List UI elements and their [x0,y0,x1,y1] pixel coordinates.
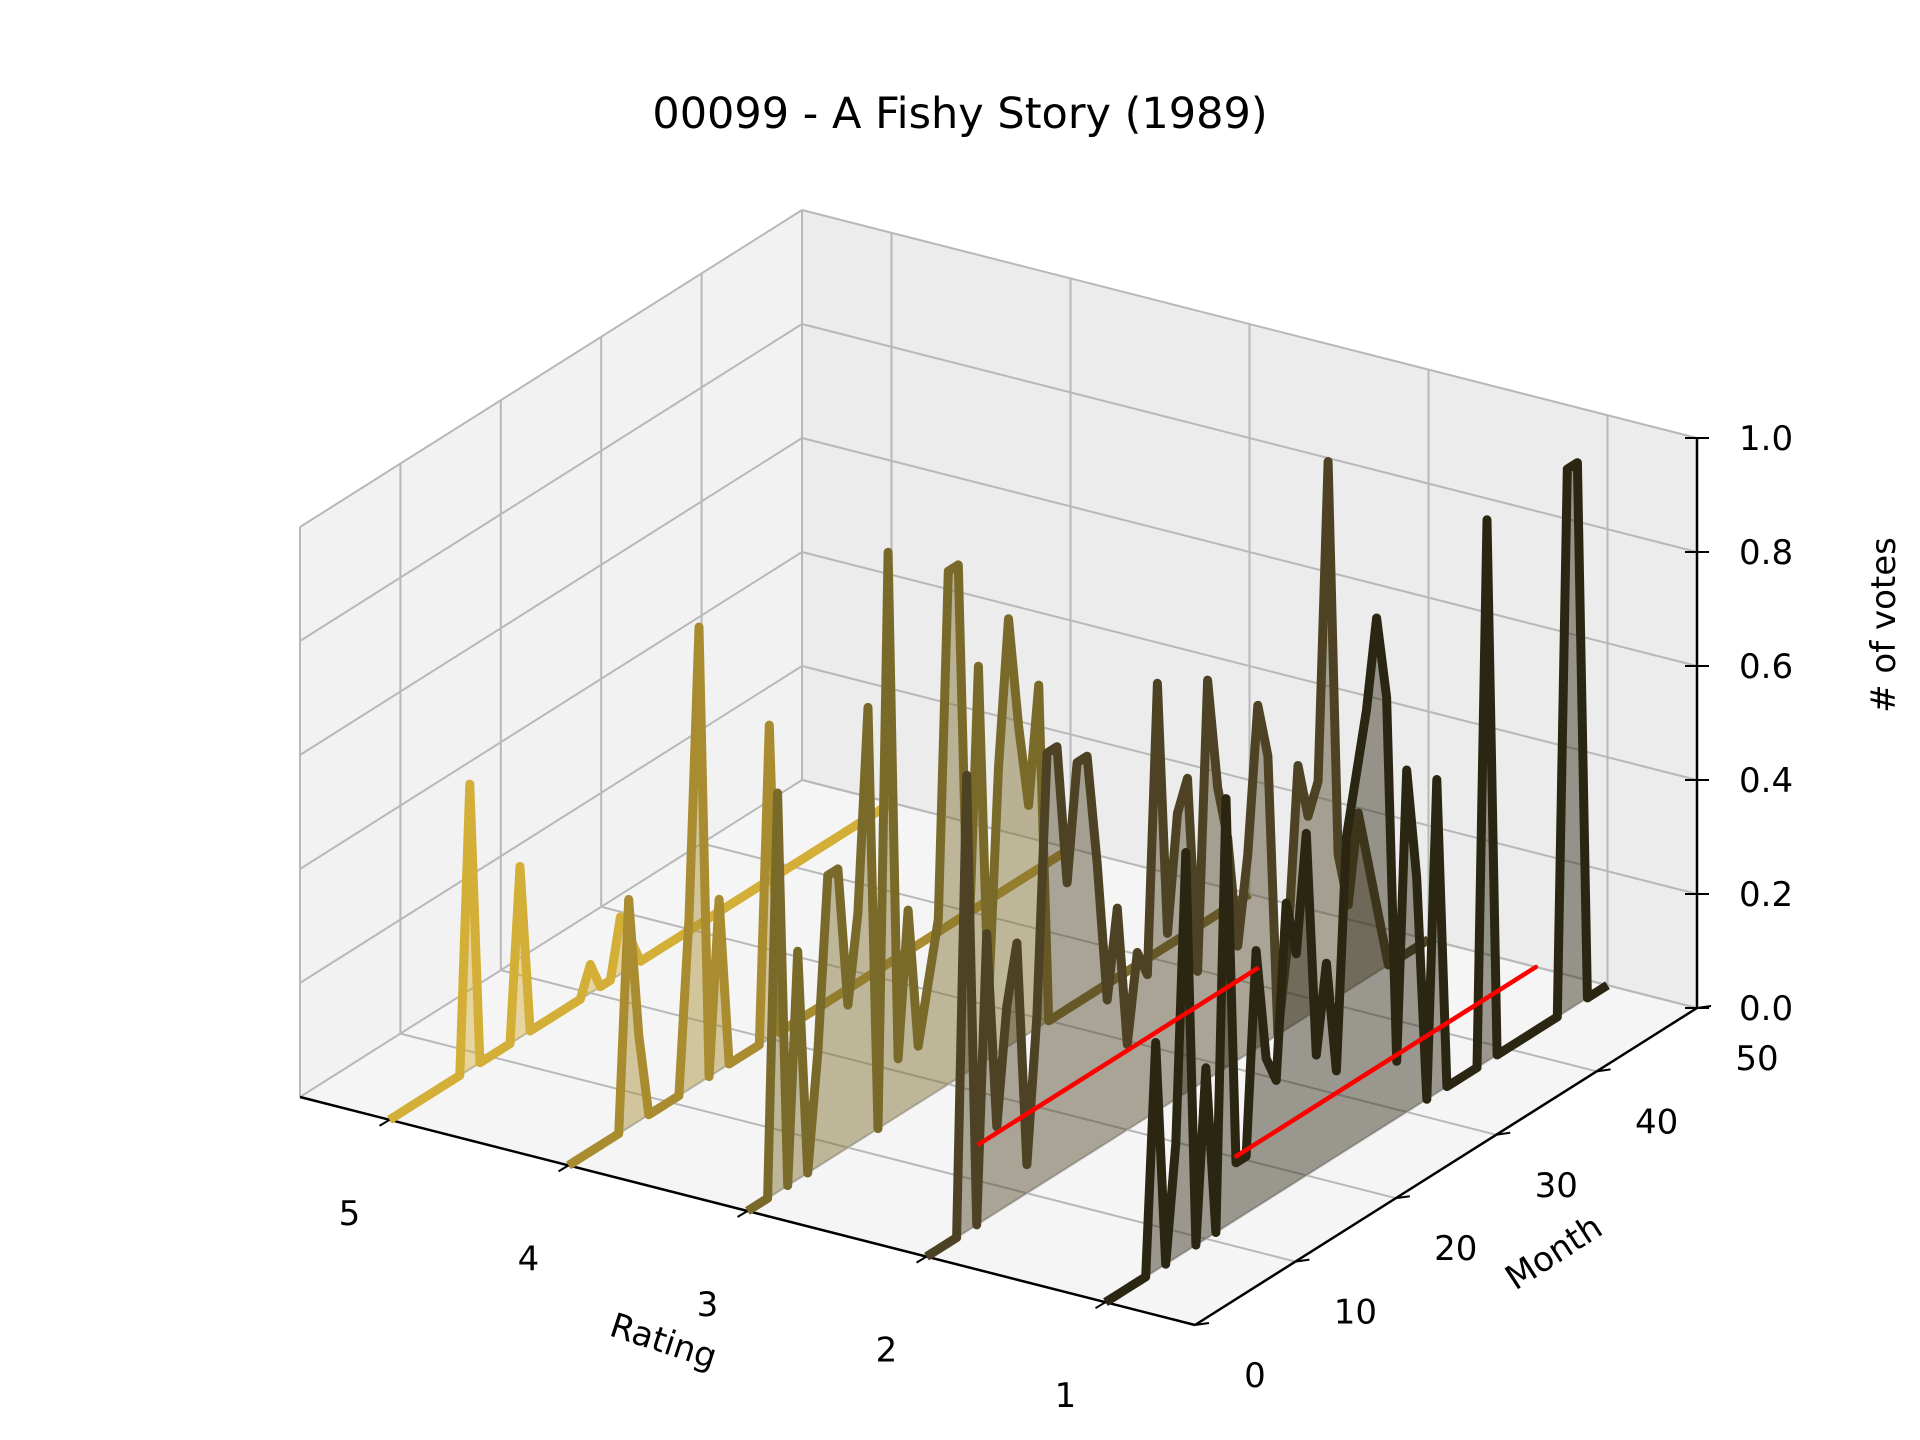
z-tick-label: 0.0 [1739,989,1793,1029]
red-trace-1 [976,965,1260,1147]
y-tick-mark [1496,1131,1511,1136]
x-tick-mark [736,1210,749,1218]
z-tick-label: 0.8 [1739,533,1793,573]
y-tick-label: 20 [1434,1229,1477,1269]
gridline-z-left [299,209,803,528]
red-trace-2 [1233,964,1539,1160]
gridline-z-back [801,323,1698,553]
y-tick-label: 40 [1635,1102,1678,1142]
gridline-z-left [299,323,803,642]
series-line-rating-3 [745,547,1252,1215]
y-tick-label: 50 [1735,1039,1778,1079]
z-tick-label: 0.2 [1739,875,1793,915]
series-rating-1 [1103,458,1610,1307]
x-tick-label: 2 [876,1331,898,1371]
series-rating-5 [387,779,894,1124]
z-tick-label: 0.6 [1739,647,1793,687]
z-tick-label: 1.0 [1739,419,1793,459]
y-tick-label: 30 [1535,1166,1578,1206]
z-tick-label: 0.4 [1739,761,1793,801]
gridline-z-left [299,779,803,1098]
chart-title: 00099 - A Fishy Story (1989) [652,89,1267,139]
y-axis-line [1194,1006,1698,1327]
y-tick-mark [1395,1195,1410,1200]
series-rating-3 [745,547,1252,1215]
y-tick-label: 10 [1334,1293,1377,1333]
z-axis-label: # of votes [1864,537,1904,713]
x-tick-label: 3 [697,1285,719,1325]
series-layer [387,457,1610,1307]
series-area-rating-4 [568,627,1071,1166]
y-tick-label: 0 [1244,1356,1266,1396]
series-line-rating-5 [387,779,894,1124]
x-tick-label: 1 [1055,1376,1077,1416]
y-axis-label: Month [1498,1207,1609,1299]
x-tick-mark [915,1255,928,1264]
gridline-z-left [299,665,803,984]
y-tick-mark [1596,1068,1611,1073]
y-tick-mark [1295,1258,1310,1263]
series-area-rating-5 [389,784,892,1120]
x-tick-mark [1094,1301,1107,1310]
gridline-z-back [801,437,1698,667]
x-tick-mark [378,1118,391,1127]
gridline-z-back [801,209,1698,439]
x-tick-mark [557,1164,570,1173]
x-tick-label: 4 [518,1239,540,1279]
gridline-z-left [299,551,803,870]
series-line-rating-1 [1103,458,1610,1307]
gridline-z-left [299,437,803,756]
left-pane [300,210,802,1097]
x-tick-label: 5 [339,1194,361,1234]
y-tick-mark [1194,1322,1210,1326]
